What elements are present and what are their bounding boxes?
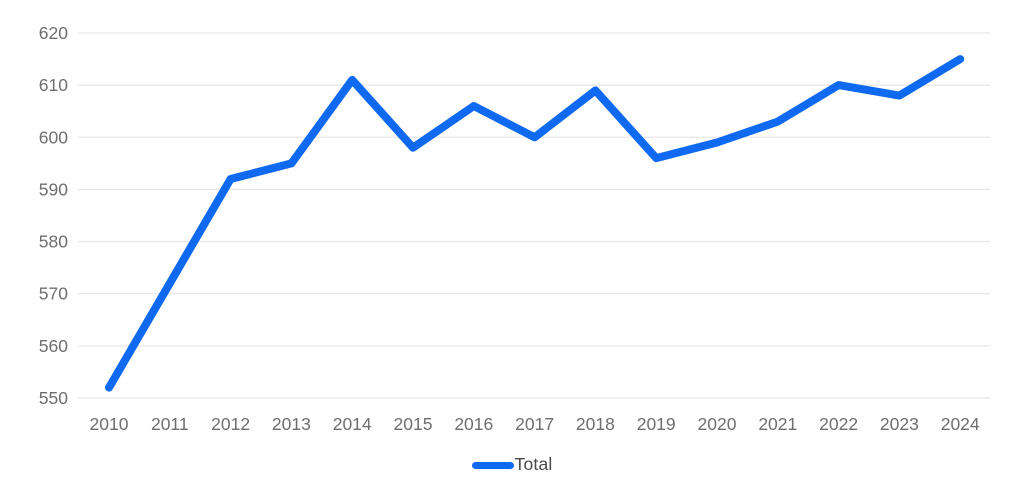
x-tick-label: 2016 <box>454 414 493 434</box>
y-tick-label: 620 <box>39 23 68 43</box>
x-tick-label: 2022 <box>819 414 858 434</box>
x-tick-label: 2021 <box>758 414 797 434</box>
y-tick-label: 560 <box>39 336 68 356</box>
x-tick-label: 2011 <box>151 414 189 434</box>
x-tick-label: 2010 <box>90 414 129 434</box>
x-tick-label: 2024 <box>941 414 980 434</box>
y-tick-label: 550 <box>39 388 68 408</box>
y-tick-label: 580 <box>39 232 68 252</box>
y-tick-label: 600 <box>39 127 68 147</box>
x-tick-label: 2020 <box>698 414 737 434</box>
y-tick-label: 590 <box>39 179 68 199</box>
x-tick-label: 2018 <box>576 414 615 434</box>
y-tick-label: 570 <box>39 284 68 304</box>
legend: Total <box>0 452 1024 478</box>
legend-swatch-total <box>471 461 514 469</box>
x-tick-label: 2013 <box>272 414 311 434</box>
x-tick-label: 2015 <box>394 414 433 434</box>
x-tick-label: 2012 <box>211 414 250 434</box>
x-tick-label: 2014 <box>333 414 372 434</box>
legend-label: Total <box>514 454 553 475</box>
y-tick-label: 610 <box>39 75 68 95</box>
x-tick-label: 2023 <box>880 414 919 434</box>
x-tick-label: 2019 <box>637 414 676 434</box>
x-tick-label: 2017 <box>515 414 554 434</box>
series-line-total <box>105 55 965 392</box>
plot-area: 550 560 570 580 590 600 610 620 2010 2011 2012 2013… <box>39 23 990 434</box>
